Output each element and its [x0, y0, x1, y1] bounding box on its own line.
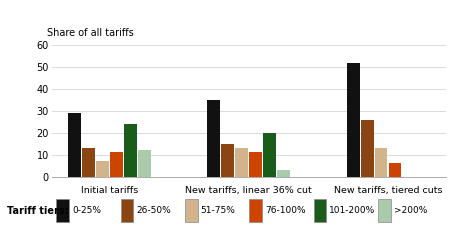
Text: Tariff tiers:: Tariff tiers:: [7, 206, 68, 216]
Text: 51-75%: 51-75%: [201, 206, 236, 215]
Bar: [378, 200, 391, 222]
Text: 101-200%: 101-200%: [329, 206, 376, 215]
Bar: [249, 152, 262, 177]
Text: 76-100%: 76-100%: [265, 206, 306, 215]
Bar: [314, 200, 326, 222]
Text: 0-25%: 0-25%: [72, 206, 101, 215]
Bar: [249, 200, 262, 222]
Bar: [110, 152, 122, 177]
Bar: [374, 148, 387, 177]
Text: Tiered tariff cuts greatly increase the share of low tariffs and reduce the
shar: Tiered tariff cuts greatly increase the …: [7, 9, 450, 32]
Bar: [388, 164, 401, 177]
Bar: [347, 63, 360, 177]
Text: 26-50%: 26-50%: [136, 206, 171, 215]
Bar: [263, 133, 276, 177]
Bar: [235, 148, 248, 177]
Bar: [124, 124, 136, 177]
Text: Share of all tariffs: Share of all tariffs: [46, 28, 133, 38]
Bar: [185, 200, 198, 222]
Bar: [121, 200, 133, 222]
Bar: [96, 161, 109, 177]
Bar: [207, 100, 220, 177]
Bar: [221, 144, 234, 177]
Bar: [68, 113, 81, 177]
Bar: [56, 200, 69, 222]
Bar: [361, 119, 374, 177]
Bar: [277, 170, 290, 177]
Bar: [82, 148, 95, 177]
Text: >200%: >200%: [394, 206, 427, 215]
Bar: [138, 150, 150, 177]
